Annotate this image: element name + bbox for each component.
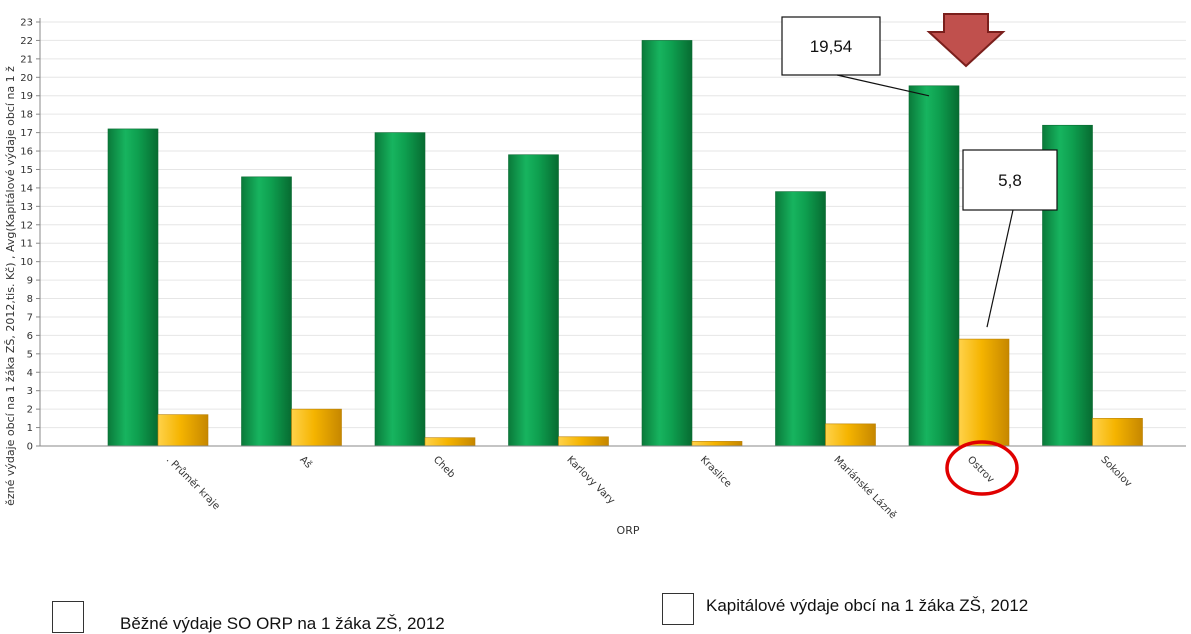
x-axis-title: ORP (617, 524, 640, 537)
bar-current-1 (241, 176, 292, 447)
y-tick-label: 5 (27, 349, 33, 360)
bar-capital-2 (424, 437, 476, 447)
y-tick-label: 17 (20, 128, 33, 139)
y-tick-label: 3 (27, 386, 33, 397)
callout-label: 5,8 (998, 171, 1022, 190)
y-tick-label: 13 (20, 202, 33, 213)
bar-current-2 (374, 132, 426, 447)
bar-capital-5 (825, 423, 876, 447)
y-axis-title: ězné výdaje obcí na 1 žáka ZŠ, 2012,tis.… (4, 66, 17, 506)
bar-capital-1 (291, 408, 342, 447)
x-tick-label: . Průměr kraje (164, 454, 223, 513)
x-tick-label: Aš (297, 454, 314, 471)
bar-capital-7 (1092, 418, 1143, 447)
legend-item-capital-expenses: Kapitálové výdaje obcí na 1 žáka ZŠ, 201… (662, 593, 1028, 625)
callout-leader (836, 74, 930, 97)
callout-label: 19,54 (810, 37, 853, 56)
bar-capital-4 (691, 441, 743, 447)
bars (107, 40, 1143, 447)
bar-current-5 (775, 191, 826, 447)
y-tick-label: 11 (20, 239, 33, 250)
legend-label: Běžné výdaje SO ORP na 1 žáka ZŠ, 2012 (120, 614, 445, 633)
y-tick-label: 12 (20, 220, 33, 231)
x-tick-label: Karlovy Vary (564, 454, 616, 506)
y-tick-label: 0 (27, 442, 33, 453)
callout-box (781, 16, 881, 76)
bar-capital-0 (157, 414, 209, 447)
callout-leader (986, 209, 1014, 328)
y-tick-label: 1 (27, 423, 33, 434)
y-tick-label: 8 (27, 294, 33, 305)
y-tick-label: 21 (20, 54, 33, 65)
y-tick-label: 6 (27, 331, 33, 342)
y-tick-label: 14 (20, 183, 33, 194)
x-tick-label: Mariánské Lázně (831, 454, 899, 522)
bar-current-3 (508, 154, 559, 447)
y-tick-label: 9 (27, 276, 33, 287)
x-tick-label: Sokolov (1098, 454, 1133, 489)
legend-swatch-green (52, 601, 84, 633)
bar-capital-6 (958, 338, 1010, 447)
bar-current-6 (908, 85, 960, 447)
y-tick-label: 10 (20, 257, 33, 268)
legend-label: Kapitálové výdaje obcí na 1 žáka ZŠ, 201… (706, 596, 1029, 615)
bar-current-4 (641, 40, 693, 447)
x-tick-label: Cheb (431, 454, 457, 480)
legend-swatch-yellow (662, 593, 694, 625)
x-tick-label: Ostrov (965, 454, 996, 485)
y-tick-label: 18 (20, 110, 33, 121)
legend-item-current-expenses: Běžné výdaje SO ORP na 1 žáka ZŠ, 2012 (52, 600, 445, 634)
grid-lines (40, 21, 1186, 447)
annotations: 19,54 5,8 (781, 13, 1058, 496)
y-tick-label: 4 (27, 368, 33, 379)
x-tick-label: Kraslice (698, 454, 734, 490)
x-axis-ticks: . Průměr kraje Aš Cheb Karlovy Vary Kraslice… (164, 454, 1134, 522)
y-tick-label: 19 (20, 91, 33, 102)
y-tick-label: 7 (27, 312, 33, 323)
y-tick-label: 2 (27, 405, 33, 416)
y-tick-label: 16 (20, 147, 33, 158)
bar-capital-3 (558, 436, 609, 447)
y-tick-label: 23 (20, 18, 33, 29)
highlight-arrow (926, 13, 1006, 68)
highlight-circle (945, 440, 1019, 496)
bar-current-0 (107, 128, 159, 447)
y-tick-label: 22 (20, 36, 33, 47)
y-tick-label: 20 (20, 73, 33, 84)
callout-box (962, 149, 1058, 211)
y-tick-label: 15 (20, 165, 33, 176)
